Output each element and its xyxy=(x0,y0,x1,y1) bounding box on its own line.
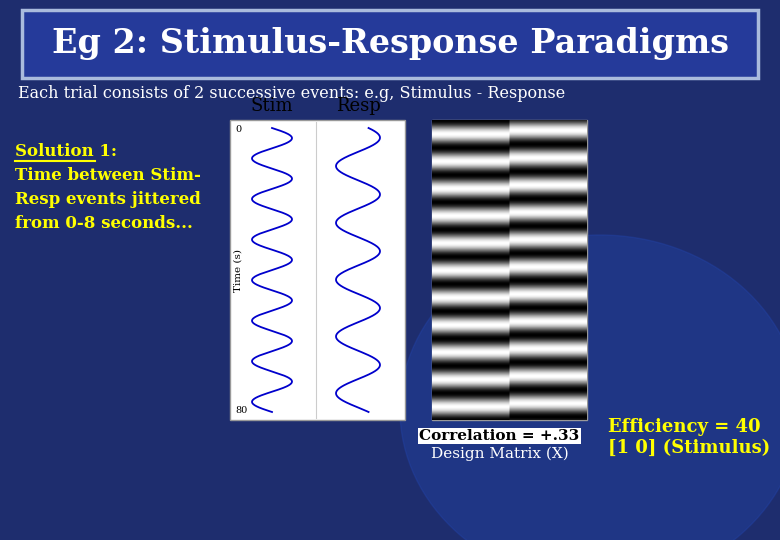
Ellipse shape xyxy=(400,235,780,540)
Bar xyxy=(230,120,405,420)
Bar xyxy=(432,120,587,420)
Text: [1 0] (Stimulus): [1 0] (Stimulus) xyxy=(608,439,771,457)
Text: 80: 80 xyxy=(235,406,247,415)
Text: Solution 1:: Solution 1: xyxy=(15,144,117,160)
Text: Design Matrix (X): Design Matrix (X) xyxy=(431,447,569,461)
Text: Time between Stim-: Time between Stim- xyxy=(15,167,201,185)
Text: Efficiency = 40: Efficiency = 40 xyxy=(608,418,760,436)
Text: from 0-8 seconds...: from 0-8 seconds... xyxy=(15,215,193,233)
Text: Correlation = +.33: Correlation = +.33 xyxy=(420,429,580,443)
Text: Resp: Resp xyxy=(335,97,381,115)
Text: Time (s): Time (s) xyxy=(233,248,243,292)
Text: Eg 2: Stimulus-Response Paradigms: Eg 2: Stimulus-Response Paradigms xyxy=(51,28,729,60)
Text: 0: 0 xyxy=(235,125,241,134)
Text: Stim: Stim xyxy=(250,97,293,115)
Text: Resp events jittered: Resp events jittered xyxy=(15,192,201,208)
Text: Each trial consists of 2 successive events: e.g, Stimulus - Response: Each trial consists of 2 successive even… xyxy=(18,85,566,103)
FancyBboxPatch shape xyxy=(22,10,758,78)
